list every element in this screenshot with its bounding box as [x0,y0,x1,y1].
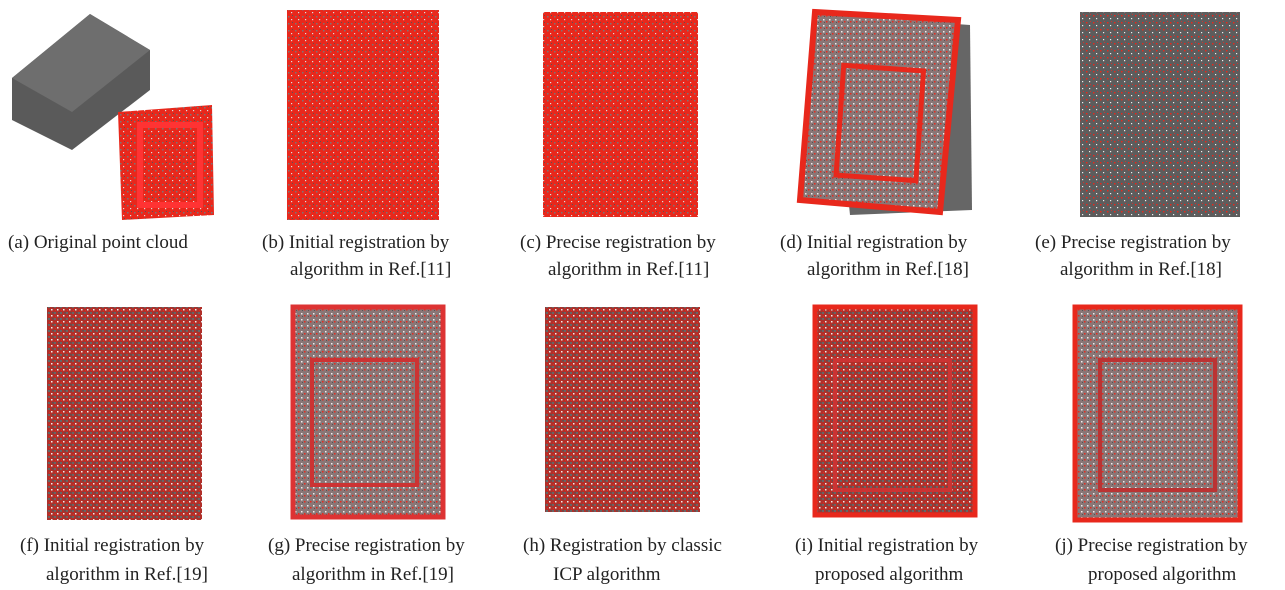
caption-line: algorithm in Ref.[19] [46,564,208,586]
panel-j-image [1075,307,1240,520]
caption-line: (j) Precise registration by [1055,535,1248,557]
caption-line: (b) Initial registration by [262,232,449,254]
figure-images [0,0,1285,590]
caption-line: proposed algorithm [1088,564,1236,586]
panel-g-image [293,307,443,517]
caption-line: (d) Initial registration by [780,232,967,254]
panel-b-image [287,10,439,220]
caption-line: proposed algorithm [815,564,963,586]
caption-line: (i) Initial registration by [795,535,978,557]
caption-line: (c) Precise registration by [520,232,716,254]
caption-line: algorithm in Ref.[18] [1060,259,1222,281]
caption-line: algorithm in Ref.[11] [290,259,451,281]
panel-i-image [815,307,975,515]
caption-line: (e) Precise registration by [1035,232,1231,254]
panel-c-image [543,12,698,217]
caption-line: (g) Precise registration by [268,535,465,557]
panel-a-image [12,14,214,220]
caption-line: (f) Initial registration by [20,535,204,557]
panel-h-image [545,307,700,512]
panel-e-image [1080,12,1240,217]
panel-d-image [800,12,972,215]
caption-line: (a) Original point cloud [8,232,188,254]
caption-line: algorithm in Ref.[11] [548,259,709,281]
figure: (a) Original point cloud (b) Initial regi… [0,0,1285,590]
caption-line: ICP algorithm [553,564,661,586]
panel-f-image [47,307,202,520]
caption-line: algorithm in Ref.[19] [292,564,454,586]
caption-line: (h) Registration by classic [523,535,722,557]
caption-line: algorithm in Ref.[18] [807,259,969,281]
